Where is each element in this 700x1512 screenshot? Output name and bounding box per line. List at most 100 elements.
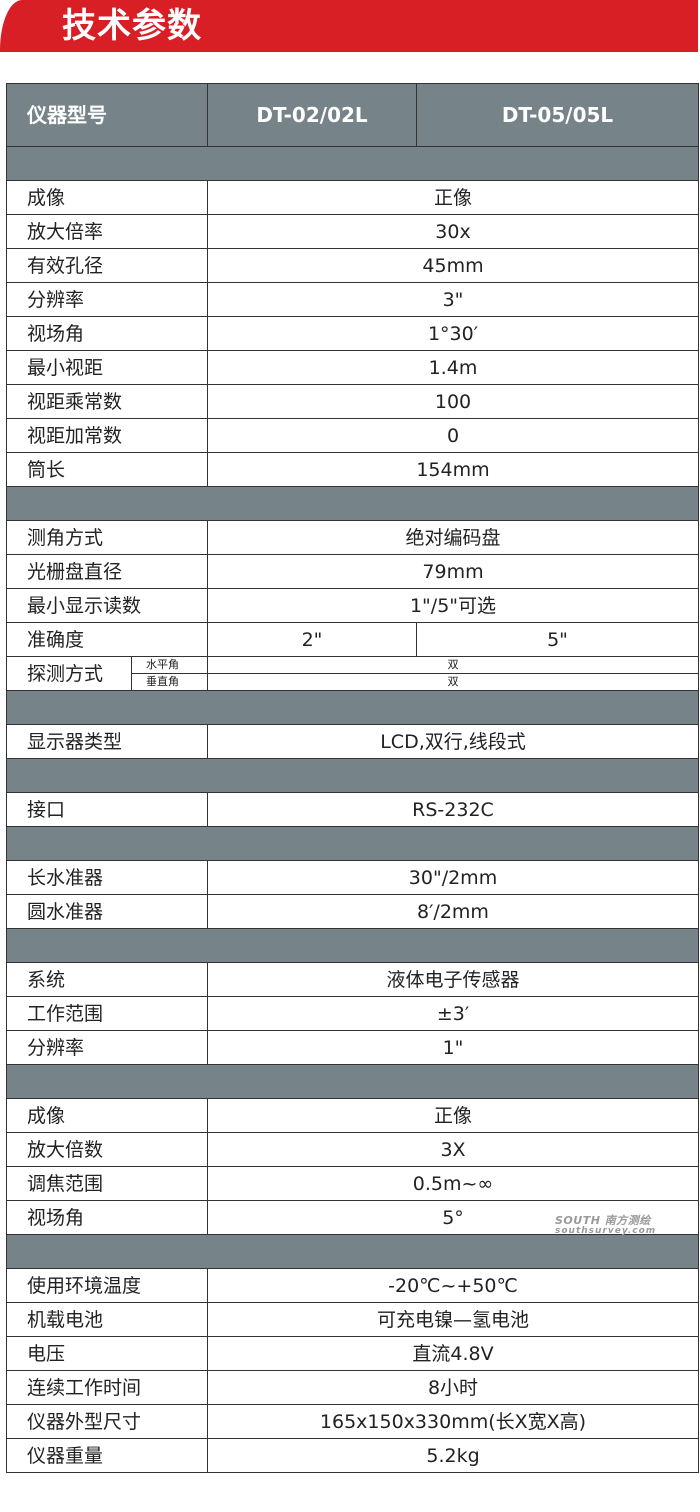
row-label: 调焦范围 (6, 1166, 208, 1201)
sub-label: 垂直角 (131, 673, 208, 691)
table-row: 仪器重量 5.2kg (6, 1438, 699, 1473)
row-value: 正像 (207, 1098, 699, 1133)
row-value: 3" (207, 282, 699, 317)
row-label: 成像 (6, 180, 208, 215)
row-value: 45mm (207, 248, 699, 283)
row-label: 筒长 (6, 452, 208, 487)
watermark-url: southsurvey.com (555, 1226, 657, 1236)
section-band (6, 146, 699, 181)
model-1: DT-02/02L (207, 83, 417, 147)
section-divider (6, 486, 699, 521)
row-label: 连续工作时间 (6, 1370, 208, 1405)
row-value: 绝对编码盘 (207, 520, 699, 555)
section-band (6, 486, 699, 521)
row-label: 探测方式 (6, 656, 132, 691)
sub-value: 双 (207, 673, 699, 691)
row-label: 最小视距 (6, 350, 208, 385)
row-label: 接口 (6, 792, 208, 827)
row-value: 30x (207, 214, 699, 249)
sub-value: 双 (207, 656, 699, 674)
section-band (6, 928, 699, 963)
spec-table: 仪器型号 DT-02/02L DT-05/05L 成像 正像 放大倍率 30x 有效孔径… (6, 83, 699, 1473)
row-value: 8小时 (207, 1370, 699, 1405)
section-divider (6, 1234, 699, 1269)
table-row: 光栅盘直径 79mm (6, 554, 699, 589)
row-label: 系统 (6, 962, 208, 997)
section-divider (6, 928, 699, 963)
row-label: 长水准器 (6, 860, 208, 895)
table-row: 成像 正像 (6, 180, 699, 215)
row-label: 光栅盘直径 (6, 554, 208, 589)
header-row: 仪器型号 DT-02/02L DT-05/05L (6, 83, 699, 147)
row-label: 仪器重量 (6, 1438, 208, 1473)
sub-label: 水平角 (131, 656, 208, 674)
table-row: 筒长 154mm (6, 452, 699, 487)
section-band (6, 826, 699, 861)
row-label: 分辨率 (6, 1030, 208, 1065)
row-label: 最小显示读数 (6, 588, 208, 623)
section-band (6, 758, 699, 793)
table-row: 仪器外型尺寸 165x150x330mm(长X宽X高) (6, 1404, 699, 1439)
row-label: 机载电池 (6, 1302, 208, 1337)
row-value: 1°30′ (207, 316, 699, 351)
table-row: 视场角 1°30′ (6, 316, 699, 351)
section-divider (6, 758, 699, 793)
section-divider (6, 826, 699, 861)
row-value: 154mm (207, 452, 699, 487)
row-label: 有效孔径 (6, 248, 208, 283)
row-value: 1" (207, 1030, 699, 1065)
table-row: 测角方式 绝对编码盘 (6, 520, 699, 555)
row-value: 0 (207, 418, 699, 453)
table-row: 电压 直流4.8V (6, 1336, 699, 1371)
row-label: 视场角 (6, 1200, 208, 1235)
row-value: 正像 (207, 180, 699, 215)
row-value: 1"/5"可选 (207, 588, 699, 623)
table-row: 放大倍数 3X (6, 1132, 699, 1167)
table-row: 长水准器 30"/2mm (6, 860, 699, 895)
row-label: 放大倍数 (6, 1132, 208, 1167)
row-label: 工作范围 (6, 996, 208, 1031)
row-value-model-1: 2" (207, 622, 417, 657)
row-label: 使用环境温度 (6, 1268, 208, 1303)
row-value: 3X (207, 1132, 699, 1167)
table-row: 分辨率 3" (6, 282, 699, 317)
header-label: 仪器型号 (6, 83, 208, 147)
table-row: 连续工作时间 8小时 (6, 1370, 699, 1405)
row-value: 0.5m~∞ (207, 1166, 699, 1201)
row-value: RS-232C (207, 792, 699, 827)
row-label: 显示器类型 (6, 724, 208, 759)
table-row: 视距乘常数 100 (6, 384, 699, 419)
table-row: 显示器类型 LCD,双行,线段式 (6, 724, 699, 759)
model-2: DT-05/05L (416, 83, 699, 147)
row-value: 165x150x330mm(长X宽X高) (207, 1404, 699, 1439)
section-divider (6, 146, 699, 181)
row-label: 视距加常数 (6, 418, 208, 453)
section-band (6, 690, 699, 725)
table-row: 机载电池 可充电镍—氢电池 (6, 1302, 699, 1337)
table-row: 圆水准器 8′/2mm (6, 894, 699, 929)
row-label: 成像 (6, 1098, 208, 1133)
table-row: 最小显示读数 1"/5"可选 (6, 588, 699, 623)
row-value: 100 (207, 384, 699, 419)
row-label: 电压 (6, 1336, 208, 1371)
watermark-logo: SOUTH 南方测绘 (555, 1214, 651, 1227)
table-row: 视距加常数 0 (6, 418, 699, 453)
table-row: 使用环境温度 -20℃~+50℃ (6, 1268, 699, 1303)
row-label: 放大倍率 (6, 214, 208, 249)
table-row: 放大倍率 30x (6, 214, 699, 249)
row-value: 直流4.8V (207, 1336, 699, 1371)
table-row: 准确度 2" 5" (6, 622, 699, 657)
row-value: 1.4m (207, 350, 699, 385)
table-row: 工作范围 ±3′ (6, 996, 699, 1031)
row-value: 5.2kg (207, 1438, 699, 1473)
row-label: 视场角 (6, 316, 208, 351)
table-row: 调焦范围 0.5m~∞ (6, 1166, 699, 1201)
section-band (6, 1064, 699, 1099)
row-label: 测角方式 (6, 520, 208, 555)
row-value-model-2: 5" (416, 622, 699, 657)
row-value: 8′/2mm (207, 894, 699, 929)
title-banner: 技术参数 (0, 0, 698, 52)
section-divider (6, 1064, 699, 1099)
section-band (6, 1234, 699, 1269)
row-label: 分辨率 (6, 282, 208, 317)
